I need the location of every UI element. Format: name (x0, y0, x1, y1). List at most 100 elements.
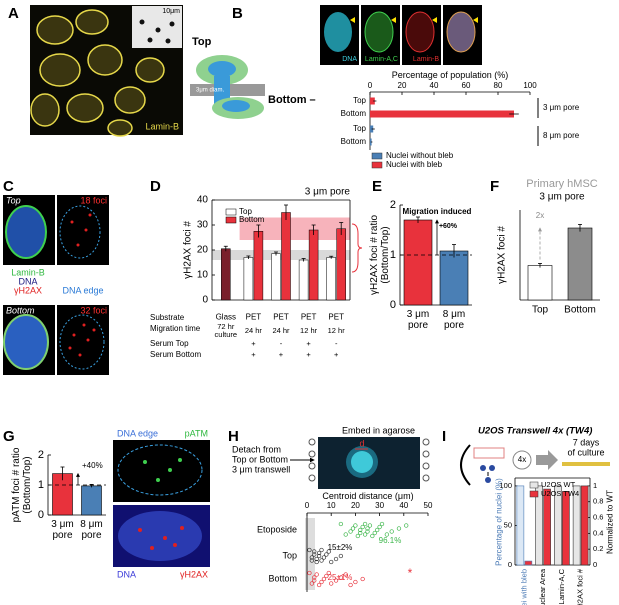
data-point (370, 533, 375, 539)
legend-label: Bottom (239, 215, 265, 224)
bar (271, 253, 281, 301)
annotation: 15±2% (328, 543, 353, 552)
data-point (316, 550, 322, 556)
bar (516, 485, 525, 566)
y-tick-label: 40 (197, 195, 209, 206)
row-label: Migration time (150, 324, 201, 333)
x-tick-label: 60 (462, 81, 471, 90)
category-label: Lamin-A,C (557, 568, 566, 604)
y-tick-label: 0 (390, 299, 396, 311)
category-label: PET (273, 312, 289, 322)
data-point (343, 532, 348, 537)
data-point (314, 559, 319, 565)
panel-letter: E (372, 178, 382, 195)
data-point (321, 555, 327, 560)
category-label: Bottom (268, 573, 297, 583)
data-point (358, 530, 363, 536)
category-label: Glass (215, 312, 237, 322)
data-point (353, 523, 358, 528)
x-tick-label: 80 (494, 81, 503, 90)
data-point (309, 555, 314, 560)
annotation: Migration induced (403, 207, 472, 216)
scale-bar-label: 10μm (162, 8, 180, 15)
bar (535, 485, 543, 566)
table-cell: + (251, 338, 256, 348)
data-point (316, 553, 322, 559)
category-label: 8 μm pore (442, 309, 466, 331)
agarose-image (290, 437, 430, 590)
y-tick-label: 0 (508, 560, 512, 569)
panel-letter: G (3, 428, 15, 445)
table-cell: 24 hr (272, 325, 290, 335)
y2-tick-label: 0.4 (593, 528, 603, 537)
group-label: 3 μm pore (543, 103, 580, 112)
x-tick-label: 40 (399, 501, 408, 510)
table-cell: + (306, 349, 311, 359)
highlight-band (239, 217, 350, 240)
data-point (338, 553, 344, 559)
y-tick-label: 0 (202, 295, 208, 306)
bar (527, 265, 553, 301)
data-point (326, 570, 331, 576)
legend-label: Top (239, 207, 252, 216)
data-point (375, 527, 380, 533)
legend-swatch (371, 161, 383, 169)
panel-letter: F (490, 178, 499, 195)
category-label: PET (328, 312, 344, 322)
x-tick-label: 50 (424, 501, 433, 510)
legend-label: U2OS TW4 (541, 489, 579, 498)
y-tick-label: 100 (499, 481, 512, 490)
channel-label: Lamin-B (413, 56, 439, 63)
chart-subtitle: 3 μm pore (539, 192, 585, 203)
category-label: Top (353, 124, 366, 133)
bar (580, 485, 589, 566)
bar (298, 259, 309, 301)
diagram-label: Top (192, 36, 212, 48)
table-cell: - (279, 338, 283, 348)
data-point (309, 558, 314, 563)
data-point (329, 559, 334, 565)
data-point (350, 526, 356, 531)
data-point (316, 582, 322, 588)
micrograph (30, 5, 183, 137)
category-label: γH2AX foci # (576, 568, 585, 605)
y-tick-label: 0 (38, 509, 44, 521)
y-axis-title: γH2AX foci # ratio (Bottom/Top) (369, 214, 391, 296)
data-point (404, 523, 409, 528)
bar (562, 491, 570, 566)
legend-swatch (225, 216, 237, 224)
data-point (348, 582, 353, 588)
annotation: 2x (536, 211, 544, 220)
y-tick-label: 50 (504, 520, 512, 529)
transwell-diagram (190, 55, 265, 119)
data-point (338, 521, 344, 527)
panel-letter: C (3, 178, 14, 195)
data-point (372, 530, 377, 536)
category-label: Top (353, 96, 366, 105)
table-cell: + (251, 349, 256, 359)
panel-letter: I (442, 428, 446, 445)
micrograph (320, 5, 539, 146)
row-label: Substrate (150, 313, 185, 322)
chart-title: Primary hMSC (526, 178, 598, 190)
bar (326, 257, 336, 301)
y-axis-title: γH2AX foci # (182, 221, 194, 279)
bar (554, 485, 562, 566)
bar (243, 257, 254, 301)
micrograph (113, 440, 210, 567)
y2-tick-label: 0 (593, 560, 597, 569)
data-point (348, 529, 353, 534)
stain-label: γH2AX (180, 569, 208, 579)
y2-tick-label: 0.8 (593, 497, 603, 506)
diagram-label: Bottom – (268, 94, 316, 106)
table-cell: 12 hr (300, 325, 318, 335)
data-point (389, 529, 394, 534)
data-point (362, 521, 368, 527)
table-cell: 72 hr culture (214, 321, 238, 339)
channel-label: Lamin-A,C (365, 56, 398, 63)
bar (281, 212, 291, 301)
data-point (319, 547, 324, 553)
bar (308, 229, 319, 301)
table-cell: - (334, 338, 338, 348)
category-label: Bottom (341, 109, 367, 118)
